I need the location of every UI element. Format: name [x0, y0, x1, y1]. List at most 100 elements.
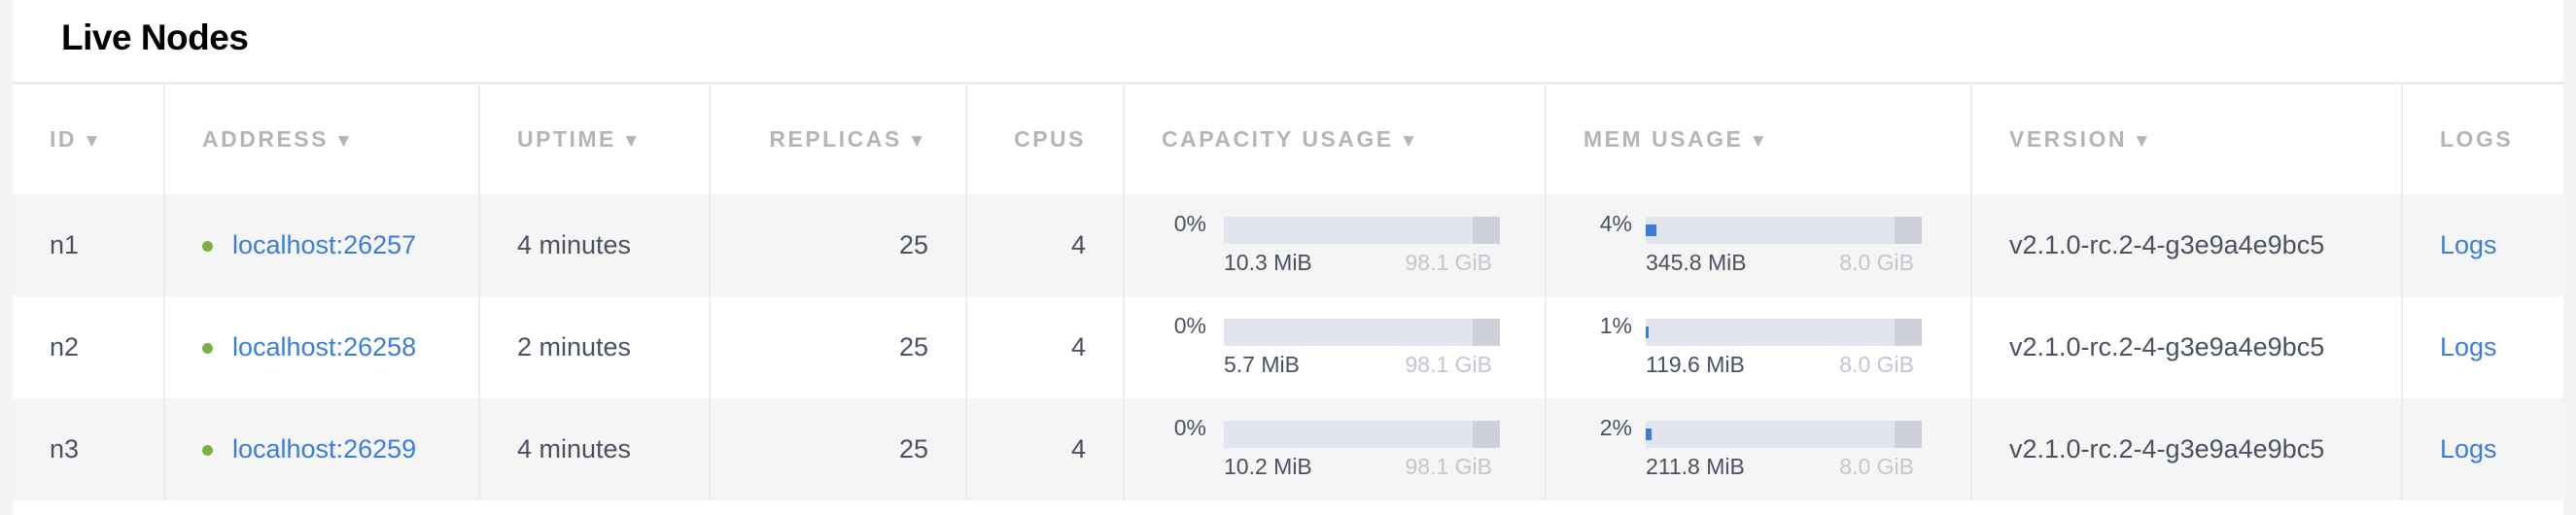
column-label: ADDRESS — [202, 126, 329, 152]
cpus: 4 — [966, 296, 1125, 398]
version: v2.1.0-rc.2-4-g3e9a4e9bc5 — [1971, 296, 2403, 398]
bar-end — [1895, 318, 1922, 346]
mem-usage: 4% 345.8 MiB 8.0 GiB — [1584, 211, 1933, 281]
mem-total: 8.0 GiB — [1839, 249, 1914, 275]
bar-end — [1895, 216, 1922, 244]
capacity-cell: 0% 5.7 MiB 98.1 GiB — [1124, 296, 1547, 398]
bar-fill — [1646, 428, 1652, 440]
column-label: CAPACITY USAGE — [1162, 126, 1394, 152]
uptime: 4 minutes — [479, 398, 711, 500]
sort-desc-icon[interactable]: ▼ — [2133, 131, 2154, 152]
live-nodes-panel: Live Nodes ID ▼ ADDRESS ▼ UPTIME ▼ REPLICAS ▼ CP… — [13, 0, 2563, 515]
capacity-used: 5.7 MiB — [1224, 351, 1300, 377]
capacity-percent: 0% — [1173, 414, 1206, 440]
column-header-id[interactable]: ID ▼ — [13, 85, 165, 194]
sort-desc-icon[interactable]: ▼ — [907, 131, 928, 152]
logs-cell: Logs — [2402, 296, 2563, 398]
capacity-cell: 0% 10.2 MiB 98.1 GiB — [1124, 398, 1547, 500]
replicas: 25 — [710, 296, 967, 398]
replicas: 25 — [710, 398, 967, 500]
replicas: 25 — [710, 194, 967, 296]
address-cell: localhost:26258 — [164, 296, 480, 398]
bar-fill — [1646, 223, 1657, 236]
mem-usage: 1% 119.6 MiB 8.0 GiB — [1584, 313, 1933, 383]
mem-usage: 2% 211.8 MiB 8.0 GiB — [1584, 415, 1933, 485]
capacity-usage: 0% 10.2 MiB 98.1 GiB — [1162, 415, 1508, 485]
bar-end — [1895, 420, 1922, 448]
capacity-usage: 0% 10.3 MiB 98.1 GiB — [1162, 211, 1508, 281]
node-address-link[interactable]: localhost:26257 — [232, 230, 417, 259]
version: v2.1.0-rc.2-4-g3e9a4e9bc5 — [1971, 398, 2403, 500]
capacity-percent: 0% — [1173, 312, 1206, 338]
column-header-cpus: CPUS — [966, 85, 1125, 194]
table-row: n2 localhost:26258 2 minutes 25 4 0% 5.7 MiB 98… — [13, 296, 2563, 398]
capacity-percent: 0% — [1173, 210, 1206, 236]
address-cell: localhost:26257 — [164, 194, 480, 296]
status-live-icon — [202, 343, 213, 355]
capacity-total: 98.1 GiB — [1405, 351, 1493, 377]
capacity-cell: 0% 10.3 MiB 98.1 GiB — [1124, 194, 1547, 296]
mem-used: 119.6 MiB — [1646, 351, 1745, 377]
mem-used: 345.8 MiB — [1646, 249, 1747, 275]
column-header-replicas[interactable]: REPLICAS ▼ — [710, 85, 967, 194]
logs-link[interactable]: Logs — [2440, 332, 2497, 361]
version: v2.1.0-rc.2-4-g3e9a4e9bc5 — [1971, 194, 2403, 296]
column-label: CPUS — [1014, 126, 1086, 152]
logs-link[interactable]: Logs — [2440, 230, 2497, 259]
capacity-used: 10.2 MiB — [1224, 453, 1312, 479]
mem-cell: 1% 119.6 MiB 8.0 GiB — [1546, 296, 1972, 398]
address-cell: localhost:26259 — [164, 398, 480, 500]
table-row: n3 localhost:26259 4 minutes 25 4 0% 10.2 MiB 9… — [13, 398, 2563, 500]
status-live-icon — [202, 445, 213, 457]
column-header-logs: LOGS — [2402, 85, 2563, 194]
bar-end — [1473, 216, 1500, 244]
mem-cell: 4% 345.8 MiB 8.0 GiB — [1546, 194, 1972, 296]
column-header-capacity-usage[interactable]: CAPACITY USAGE ▼ — [1124, 85, 1547, 194]
sort-desc-icon[interactable]: ▼ — [1749, 131, 1770, 152]
capacity-total: 98.1 GiB — [1405, 453, 1493, 479]
node-id: n1 — [13, 194, 165, 296]
mem-usage-bar — [1646, 420, 1922, 448]
column-label: UPTIME — [517, 126, 616, 152]
logs-cell: Logs — [2402, 194, 2563, 296]
sort-desc-icon[interactable]: ▼ — [621, 131, 644, 152]
capacity-used: 10.3 MiB — [1224, 249, 1312, 275]
column-label: REPLICAS — [769, 126, 902, 152]
column-label: MEM USAGE — [1584, 126, 1744, 152]
column-header-uptime[interactable]: UPTIME ▼ — [479, 85, 711, 194]
cpus: 4 — [966, 194, 1125, 296]
mem-cell: 2% 211.8 MiB 8.0 GiB — [1546, 398, 1972, 500]
uptime: 4 minutes — [479, 194, 711, 296]
logs-cell: Logs — [2402, 398, 2563, 500]
column-header-address[interactable]: ADDRESS ▼ — [164, 85, 480, 194]
cpus: 4 — [966, 398, 1125, 500]
mem-total: 8.0 GiB — [1839, 453, 1914, 479]
mem-percent: 4% — [1599, 210, 1632, 236]
page-title: Live Nodes — [61, 17, 249, 57]
capacity-usage-bar — [1224, 318, 1500, 346]
mem-percent: 2% — [1599, 414, 1632, 440]
column-label: VERSION — [2009, 126, 2128, 152]
sort-desc-icon[interactable]: ▼ — [333, 131, 356, 152]
bar-fill — [1646, 326, 1649, 338]
bar-end — [1473, 420, 1500, 448]
mem-used: 211.8 MiB — [1646, 453, 1745, 479]
table-row: n1 localhost:26257 4 minutes 25 4 0% 10.3 MiB 9… — [13, 194, 2563, 296]
node-id: n3 — [13, 398, 165, 500]
column-label: ID — [50, 126, 77, 152]
column-label: LOGS — [2440, 126, 2514, 152]
mem-usage-bar — [1646, 216, 1922, 244]
node-id: n2 — [13, 296, 165, 398]
column-header-version[interactable]: VERSION ▼ — [1971, 85, 2403, 194]
capacity-usage: 0% 5.7 MiB 98.1 GiB — [1162, 313, 1508, 383]
node-address-link[interactable]: localhost:26258 — [232, 332, 417, 361]
logs-link[interactable]: Logs — [2440, 434, 2497, 464]
mem-total: 8.0 GiB — [1839, 351, 1914, 377]
mem-usage-bar — [1646, 318, 1922, 346]
capacity-usage-bar — [1224, 420, 1500, 448]
bar-end — [1473, 318, 1500, 346]
sort-desc-icon[interactable]: ▼ — [1399, 131, 1420, 152]
node-address-link[interactable]: localhost:26259 — [232, 434, 417, 464]
column-header-mem-usage[interactable]: MEM USAGE ▼ — [1546, 85, 1972, 194]
sort-desc-icon[interactable]: ▼ — [83, 131, 104, 152]
